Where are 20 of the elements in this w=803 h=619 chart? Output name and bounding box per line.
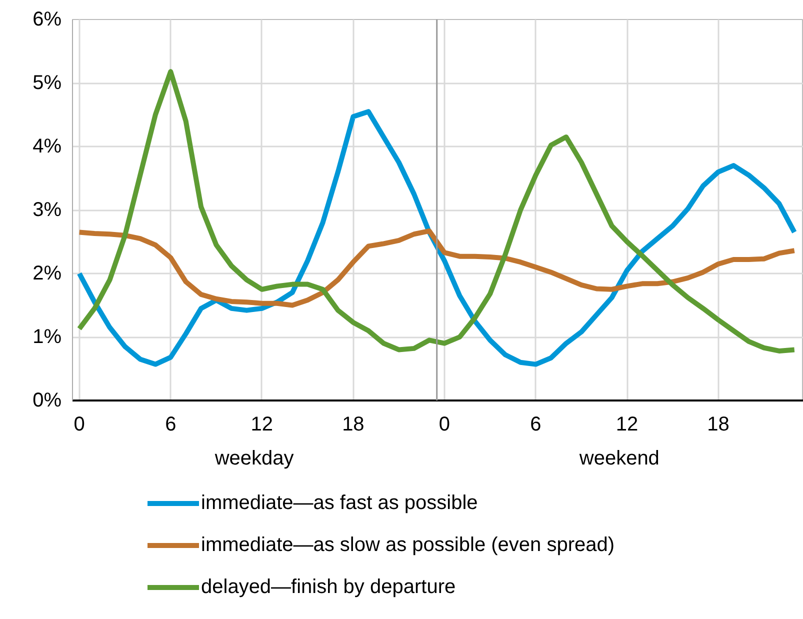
x-tick-label: 0 bbox=[74, 414, 85, 436]
x-tick-label: 12 bbox=[250, 414, 274, 436]
text: weekday bbox=[214, 448, 294, 470]
y-tick-label: 2% bbox=[32, 262, 62, 284]
x-tick-label: 6 bbox=[165, 414, 176, 436]
legend-label: immediate—as slow as possible (even spread) bbox=[201, 532, 615, 558]
legend-label: immediate—as fast as possible bbox=[201, 490, 478, 516]
y-tick-label: 4% bbox=[32, 136, 62, 158]
y-tick-label: 5% bbox=[32, 72, 62, 94]
x-tick-label: 18 bbox=[707, 414, 730, 436]
y-tick-label: 1% bbox=[32, 326, 62, 348]
x-tick-label: 6 bbox=[530, 414, 542, 436]
y-tick-label: 0% bbox=[32, 390, 62, 412]
y-tick-label: 3% bbox=[32, 199, 62, 221]
y-tick-label: 6% bbox=[32, 8, 62, 30]
x-tick-label: 12 bbox=[616, 414, 638, 436]
x-tick-label: 0 bbox=[438, 414, 450, 436]
legend-label: delayed—finish by departure bbox=[201, 574, 456, 600]
text: weekend bbox=[578, 448, 660, 470]
x-tick-label: 18 bbox=[342, 414, 364, 436]
